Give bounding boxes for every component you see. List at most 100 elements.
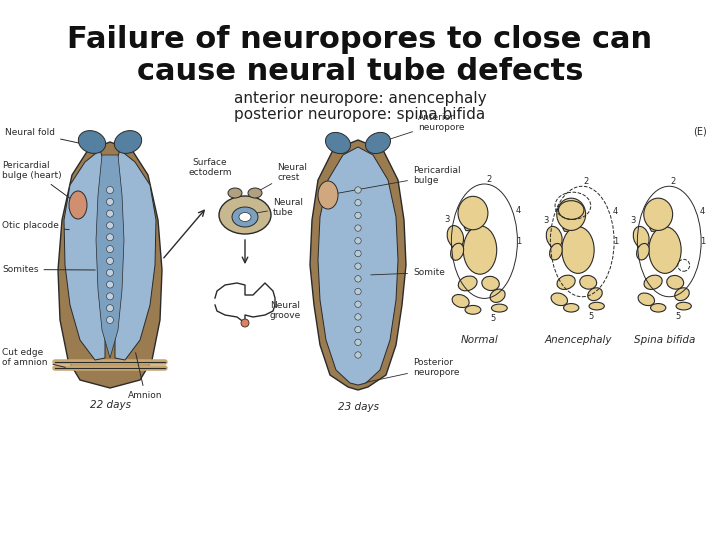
Ellipse shape — [318, 181, 338, 209]
Text: 22 days: 22 days — [89, 400, 130, 410]
Ellipse shape — [492, 304, 508, 312]
Text: Cut edge
of amnion: Cut edge of amnion — [2, 348, 66, 367]
Text: Neural fold: Neural fold — [5, 128, 99, 147]
Circle shape — [107, 269, 114, 276]
Circle shape — [355, 352, 361, 358]
Circle shape — [355, 263, 361, 269]
Circle shape — [355, 199, 361, 206]
Polygon shape — [318, 147, 398, 385]
Text: 1: 1 — [700, 237, 705, 246]
Circle shape — [355, 314, 361, 320]
Circle shape — [355, 301, 361, 307]
Ellipse shape — [458, 276, 477, 291]
Circle shape — [355, 225, 361, 231]
Text: 5: 5 — [588, 312, 593, 321]
Ellipse shape — [559, 201, 584, 219]
Text: Neural
tube: Neural tube — [248, 198, 303, 217]
Circle shape — [107, 316, 114, 323]
Text: 3: 3 — [444, 215, 449, 224]
Polygon shape — [115, 150, 156, 360]
Text: 3: 3 — [630, 216, 635, 225]
Circle shape — [107, 293, 114, 300]
Ellipse shape — [636, 244, 649, 260]
Text: 23 days: 23 days — [338, 402, 379, 412]
Ellipse shape — [69, 191, 87, 219]
Text: Normal: Normal — [461, 335, 499, 345]
Ellipse shape — [447, 226, 464, 248]
Circle shape — [355, 326, 361, 333]
Circle shape — [107, 305, 114, 312]
Ellipse shape — [114, 131, 142, 153]
Ellipse shape — [490, 289, 505, 302]
Polygon shape — [563, 228, 582, 231]
Ellipse shape — [589, 302, 604, 310]
Ellipse shape — [644, 198, 672, 231]
Text: Posterior
neuropore: Posterior neuropore — [366, 357, 459, 382]
Circle shape — [355, 212, 361, 219]
Text: 2: 2 — [584, 178, 589, 186]
Ellipse shape — [580, 275, 597, 289]
Text: 4: 4 — [700, 207, 705, 216]
Ellipse shape — [546, 226, 562, 248]
Ellipse shape — [644, 275, 662, 289]
Ellipse shape — [675, 288, 689, 301]
Polygon shape — [64, 150, 105, 360]
Circle shape — [355, 275, 361, 282]
Circle shape — [241, 319, 249, 327]
Ellipse shape — [557, 198, 585, 231]
Ellipse shape — [634, 226, 649, 248]
Text: Neural
groove: Neural groove — [270, 301, 301, 320]
Text: Anencephaly: Anencephaly — [544, 335, 612, 345]
Circle shape — [355, 238, 361, 244]
Ellipse shape — [228, 188, 242, 198]
Circle shape — [355, 339, 361, 346]
Circle shape — [107, 281, 114, 288]
Ellipse shape — [451, 243, 464, 260]
Text: 1: 1 — [516, 237, 521, 246]
Ellipse shape — [325, 132, 351, 153]
Ellipse shape — [458, 197, 488, 230]
Text: Anterior
neuropore: Anterior neuropore — [381, 113, 464, 142]
Text: Pericardial
bulge (heart): Pericardial bulge (heart) — [2, 160, 73, 200]
Ellipse shape — [452, 294, 469, 308]
Ellipse shape — [638, 293, 654, 306]
Text: 3: 3 — [543, 216, 549, 225]
Ellipse shape — [482, 276, 499, 291]
Text: 4: 4 — [516, 206, 521, 215]
Circle shape — [107, 198, 114, 205]
Ellipse shape — [562, 227, 594, 273]
Polygon shape — [464, 227, 485, 231]
Circle shape — [355, 288, 361, 295]
Polygon shape — [649, 228, 670, 231]
Ellipse shape — [564, 303, 579, 312]
Circle shape — [107, 246, 114, 253]
Ellipse shape — [248, 188, 262, 198]
Ellipse shape — [588, 288, 602, 301]
Ellipse shape — [465, 306, 481, 314]
Text: 5: 5 — [675, 312, 680, 321]
Text: Somites: Somites — [2, 265, 95, 274]
Polygon shape — [310, 140, 406, 390]
Ellipse shape — [463, 226, 497, 274]
Text: 4: 4 — [613, 207, 618, 216]
Text: Somite: Somite — [371, 268, 445, 277]
Text: Neural
crest: Neural crest — [258, 163, 307, 192]
Ellipse shape — [219, 196, 271, 234]
Text: Amnion: Amnion — [128, 353, 163, 400]
Circle shape — [107, 234, 114, 241]
Ellipse shape — [651, 303, 666, 312]
Text: cause neural tube defects: cause neural tube defects — [137, 57, 583, 86]
Circle shape — [355, 250, 361, 256]
Ellipse shape — [239, 213, 251, 221]
Polygon shape — [58, 142, 162, 388]
Circle shape — [107, 210, 114, 217]
Circle shape — [107, 258, 114, 265]
Text: posterior neuropore: spina bifida: posterior neuropore: spina bifida — [235, 107, 485, 123]
Text: 2: 2 — [486, 175, 492, 184]
Text: anterior neuropore: anencephaly: anterior neuropore: anencephaly — [234, 91, 486, 105]
Ellipse shape — [78, 131, 106, 153]
Polygon shape — [96, 155, 124, 358]
Ellipse shape — [557, 275, 575, 289]
Ellipse shape — [649, 227, 681, 273]
Ellipse shape — [366, 132, 390, 153]
